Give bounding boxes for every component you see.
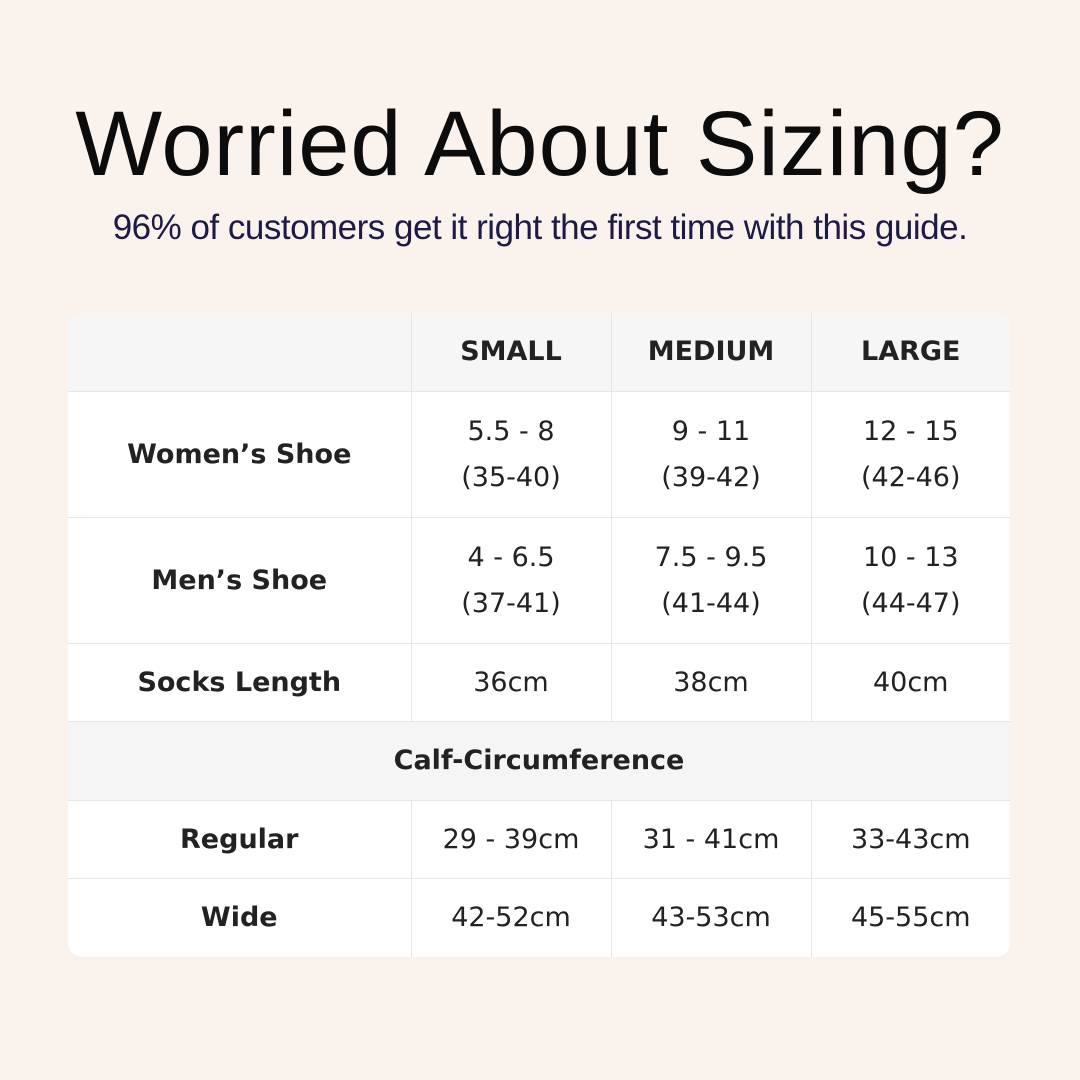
subtitle: 96% of customers get it right the first … <box>112 208 968 247</box>
cell-line: (44-47) <box>860 587 961 619</box>
row: Regular 29 - 39cm 31 - 41cm 33-43cm <box>68 800 1010 879</box>
cell: 43-53cm <box>610 878 812 957</box>
row: Wide 42-52cm 43-53cm 45-55cm <box>68 878 1010 957</box>
cell: 42-52cm <box>410 878 612 957</box>
cell: 12 - 15 (42-46) <box>810 391 1010 518</box>
cell-line: 38cm <box>673 666 749 698</box>
cell: 7.5 - 9.5 (41-44) <box>610 517 812 644</box>
column-header: LARGE <box>810 313 1010 392</box>
cell: 9 - 11 (39-42) <box>610 391 812 518</box>
section-heading: Calf-Circumference <box>68 721 1010 801</box>
cell-line: 9 - 11 <box>671 415 751 447</box>
cell-line: 7.5 - 9.5 <box>654 541 768 573</box>
section-row: Calf-Circumference <box>68 721 1010 801</box>
size-table: SMALL MEDIUM LARGE Women’s Shoe 5.5 - 8 (35-4… <box>68 313 1010 957</box>
cell: 36cm <box>410 643 612 722</box>
cell-line: 4 - 6.5 <box>467 541 555 573</box>
cell-line: 42-52cm <box>451 901 571 933</box>
cell-line: 5.5 - 8 <box>467 415 555 447</box>
row-label: Wide <box>68 878 412 957</box>
cell-line: 31 - 41cm <box>642 823 780 855</box>
cell-line: (39-42) <box>661 461 761 493</box>
cell-line: 40cm <box>872 666 949 698</box>
cell: 10 - 13 (44-47) <box>810 517 1010 644</box>
row: Socks Length 36cm 38cm 40cm <box>68 643 1010 722</box>
cell-line: (37-41) <box>461 587 561 619</box>
header-row: SMALL MEDIUM LARGE <box>68 313 1010 392</box>
cell-line: 29 - 39cm <box>442 823 580 855</box>
cell-line: (35-40) <box>461 461 561 493</box>
column-header: MEDIUM <box>610 313 812 392</box>
cell-line: 10 - 13 <box>862 541 959 573</box>
row-label: Men’s Shoe <box>68 517 412 644</box>
cell: 5.5 - 8 (35-40) <box>410 391 612 518</box>
cell-line: (41-44) <box>661 587 761 619</box>
cell-line: 45-55cm <box>850 901 971 933</box>
cell: 31 - 41cm <box>610 800 812 879</box>
cell-line: 12 - 15 <box>862 415 959 447</box>
cell: 33-43cm <box>810 800 1010 879</box>
corner-cell <box>68 313 412 392</box>
cell-line: 36cm <box>473 666 549 698</box>
cell: 4 - 6.5 (37-41) <box>410 517 612 644</box>
cell-line: 43-53cm <box>651 901 771 933</box>
cell: 38cm <box>610 643 812 722</box>
cell-line: 33-43cm <box>850 823 971 855</box>
column-header: SMALL <box>410 313 612 392</box>
cell-line: (42-46) <box>860 461 961 493</box>
cell: 29 - 39cm <box>410 800 612 879</box>
row: Men’s Shoe 4 - 6.5 (37-41) 7.5 - 9.5 (41-44)… <box>68 517 1010 644</box>
row-label: Women’s Shoe <box>68 391 412 518</box>
cell: 40cm <box>810 643 1010 722</box>
row-label: Socks Length <box>68 643 412 722</box>
title: Worried About Sizing? <box>75 93 1005 195</box>
row: Women’s Shoe 5.5 - 8 (35-40) 9 - 11 (39-42) 1… <box>68 391 1010 518</box>
row-label: Regular <box>68 800 412 879</box>
cell: 45-55cm <box>810 878 1010 957</box>
